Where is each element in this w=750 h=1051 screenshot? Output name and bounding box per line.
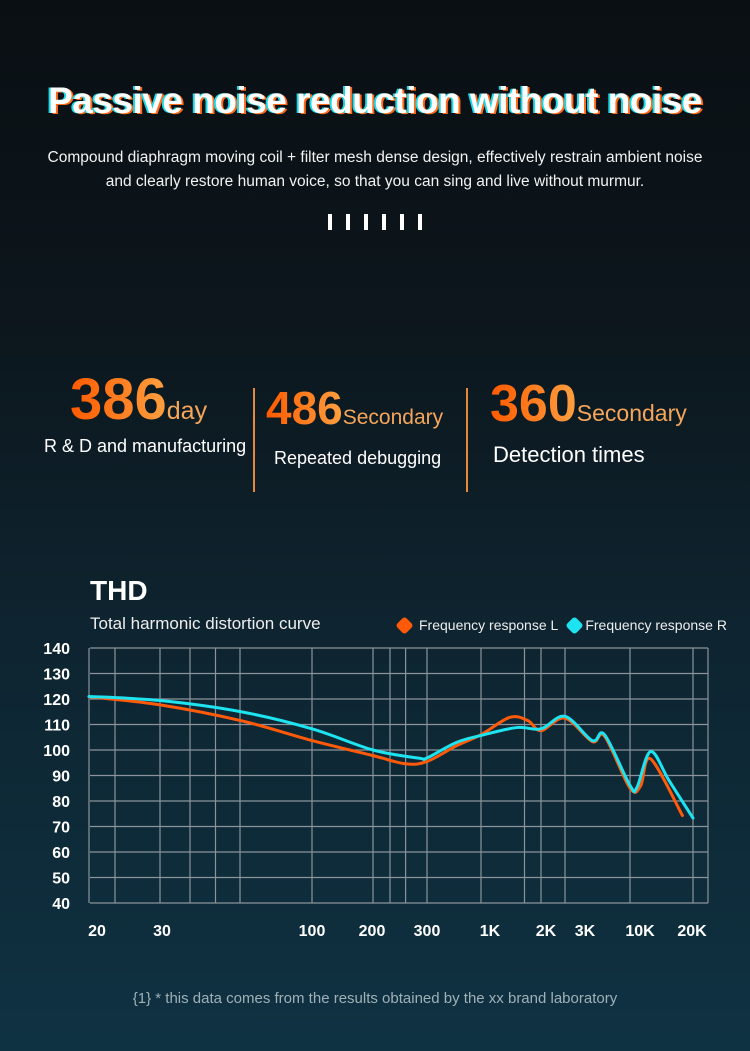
stat-value: 486 bbox=[266, 382, 343, 434]
x-tick-label: 200 bbox=[359, 923, 386, 940]
stat-detection: 360Secondary Detection times bbox=[490, 372, 687, 468]
legend-label-r: Frequency response R bbox=[585, 617, 727, 633]
divider-bars bbox=[0, 214, 750, 230]
y-tick-label: 50 bbox=[52, 871, 70, 888]
stat-debugging: 486Secondary Repeated debugging bbox=[266, 376, 443, 469]
stat-divider bbox=[253, 388, 255, 492]
x-tick-label: 20 bbox=[88, 923, 106, 940]
x-tick-label: 3K bbox=[575, 923, 596, 940]
x-tick-label: 100 bbox=[299, 923, 326, 940]
stat-unit: Secondary bbox=[576, 400, 687, 426]
chart-title: THD bbox=[90, 575, 148, 606]
stat-label: Detection times bbox=[493, 442, 645, 467]
x-tick-label: 300 bbox=[414, 923, 441, 940]
stat-value: 386 bbox=[70, 367, 167, 432]
y-tick-label: 80 bbox=[52, 794, 70, 811]
y-tick-label: 110 bbox=[44, 718, 70, 735]
y-tick-label: 60 bbox=[52, 845, 70, 862]
y-tick-label: 70 bbox=[52, 820, 70, 837]
chart-subtitle: Total harmonic distortion curve bbox=[90, 614, 321, 633]
x-tick-label: 2K bbox=[536, 923, 557, 940]
stat-label: Repeated debugging bbox=[274, 448, 442, 468]
stat-value: 360 bbox=[490, 375, 577, 433]
stat-unit: Secondary bbox=[342, 406, 444, 429]
stat-unit: day bbox=[166, 397, 208, 425]
chart-legend: Frequency response L Frequency response … bbox=[395, 615, 727, 635]
y-tick-label: 130 bbox=[43, 667, 70, 684]
stat-rd-days: 386day R & D and manufacturing bbox=[44, 368, 246, 457]
legend-label-l: Frequency response L bbox=[419, 617, 559, 633]
page-description: Compound diaphragm moving coil + filter … bbox=[47, 149, 703, 190]
series-line-r bbox=[87, 694, 695, 820]
y-tick-label: 90 bbox=[52, 769, 70, 786]
x-tick-label: 20K bbox=[677, 923, 707, 940]
y-tick-label: 120 bbox=[43, 692, 70, 709]
stat-divider bbox=[466, 388, 468, 492]
y-tick-label: 140 bbox=[43, 641, 70, 658]
x-tick-label: 1K bbox=[480, 923, 501, 940]
x-tick-label: 10K bbox=[625, 923, 655, 940]
stat-label: R & D and manufacturing bbox=[44, 436, 247, 456]
y-tick-label: 40 bbox=[52, 896, 70, 913]
series-line-l bbox=[87, 695, 684, 818]
page-title: Passive noise reduction without noise bbox=[48, 80, 702, 121]
footnote: {1} * this data comes from the results o… bbox=[132, 990, 618, 1007]
y-tick-label: 100 bbox=[43, 743, 70, 760]
x-tick-label: 30 bbox=[153, 923, 171, 940]
